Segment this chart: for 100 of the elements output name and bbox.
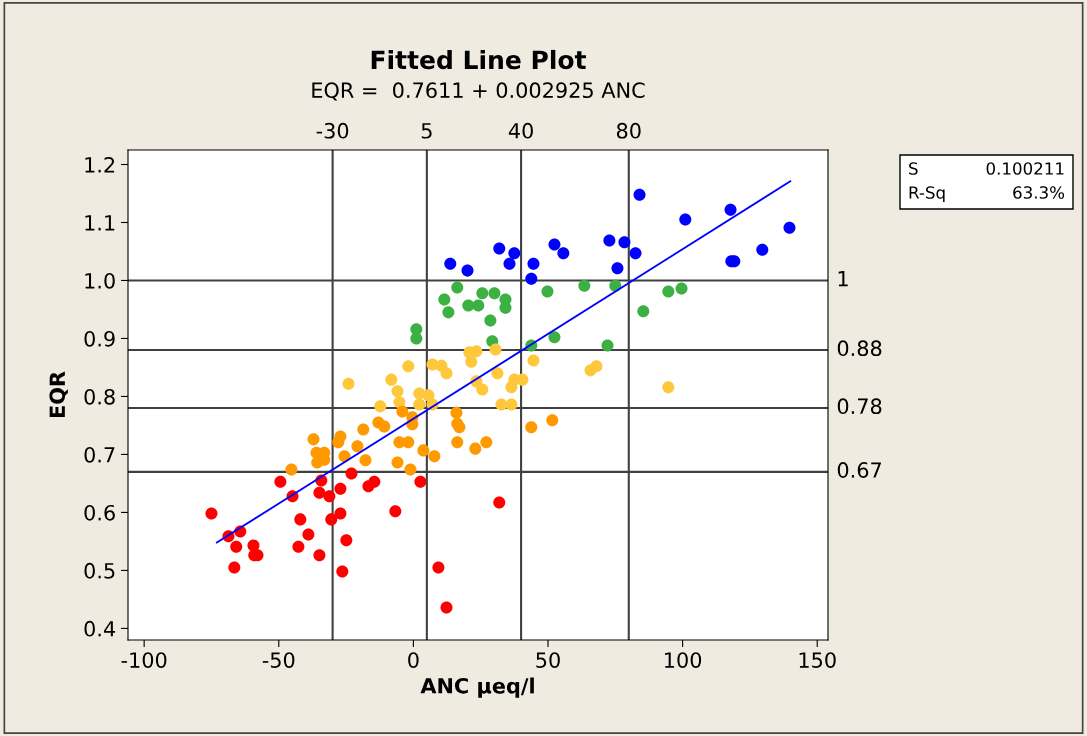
text: 63.3% [1013,186,1065,199]
point [274,475,287,488]
point [476,383,489,396]
point [465,355,478,368]
point [205,507,218,520]
y-tick-label: 0.8 [84,388,115,405]
point [491,367,504,380]
point [368,475,381,488]
point [340,534,353,547]
point [307,433,320,446]
point [488,287,501,300]
point [662,381,675,394]
point [489,343,502,356]
y-tick-label: 0.4 [84,620,116,637]
point [391,385,404,398]
x-tick-label: 50 [536,652,560,668]
point [357,423,370,436]
point [451,281,464,294]
point [546,414,559,427]
point [629,247,642,260]
point [442,306,455,319]
point [334,482,347,495]
point [417,444,430,457]
text: 0.100211 [986,162,1064,175]
point [450,406,463,419]
ref-line-label: 0.78 [837,398,882,415]
point [601,339,614,352]
point [351,440,364,453]
point [508,247,521,260]
point [325,513,338,526]
point [378,420,391,433]
ref-line-label: 0.67 [837,462,882,478]
y-tick-label: 1.0 [85,272,115,289]
point [230,540,243,553]
point [461,264,474,277]
point [527,354,540,367]
point [385,373,398,386]
point [503,257,516,270]
point [548,331,561,344]
point [404,463,417,476]
point [402,436,415,449]
point [414,475,427,488]
point [302,528,315,541]
ref-line-label: 40 [508,122,533,139]
ref-line-label: -30 [316,122,349,139]
point [493,496,506,509]
point [525,421,538,434]
point [432,561,445,574]
x-tick-label: -50 [262,652,295,668]
x-tick-label: 150 [799,652,836,668]
point [541,285,554,298]
point [557,247,570,260]
point [396,405,409,418]
point [469,442,482,455]
point [402,360,415,373]
point [313,549,326,562]
y-tick-label: 1.1 [85,215,115,231]
point [611,262,624,275]
point [451,436,464,449]
point [444,257,457,270]
x-tick-label: -100 [121,652,167,668]
point [313,486,326,499]
y-axis-title: EQR [49,371,68,418]
text: R-Sq [909,186,945,203]
point [345,467,358,480]
x-tick-label: 0 [408,652,419,668]
y-tick-label: 0.7 [84,446,115,463]
point [472,299,485,312]
point [294,513,307,526]
point [756,243,769,256]
ref-line-label: 80 [616,122,641,139]
point [428,450,441,463]
point [476,287,489,300]
point [334,507,347,520]
point [527,257,540,270]
point [783,221,796,234]
point [679,213,692,226]
point [440,367,453,380]
point [323,490,336,503]
point [374,400,387,413]
y-tick-label: 0.9 [84,330,115,347]
y-tick-label: 1.2 [85,156,115,173]
point [590,360,603,373]
point [292,540,305,553]
point [724,203,737,216]
point [389,505,402,518]
point [391,456,404,469]
ref-line-label: 0.88 [837,340,882,357]
ref-line-label: 5 [421,123,432,139]
point [285,463,298,476]
point [548,238,561,251]
point [484,314,497,327]
point [603,234,616,247]
x-tick-label: 100 [665,652,702,668]
point [332,436,345,449]
point [633,188,646,201]
x-axis-title: ANC µeq/l [420,677,534,698]
point [505,398,518,411]
point [342,377,355,390]
point [675,282,688,295]
